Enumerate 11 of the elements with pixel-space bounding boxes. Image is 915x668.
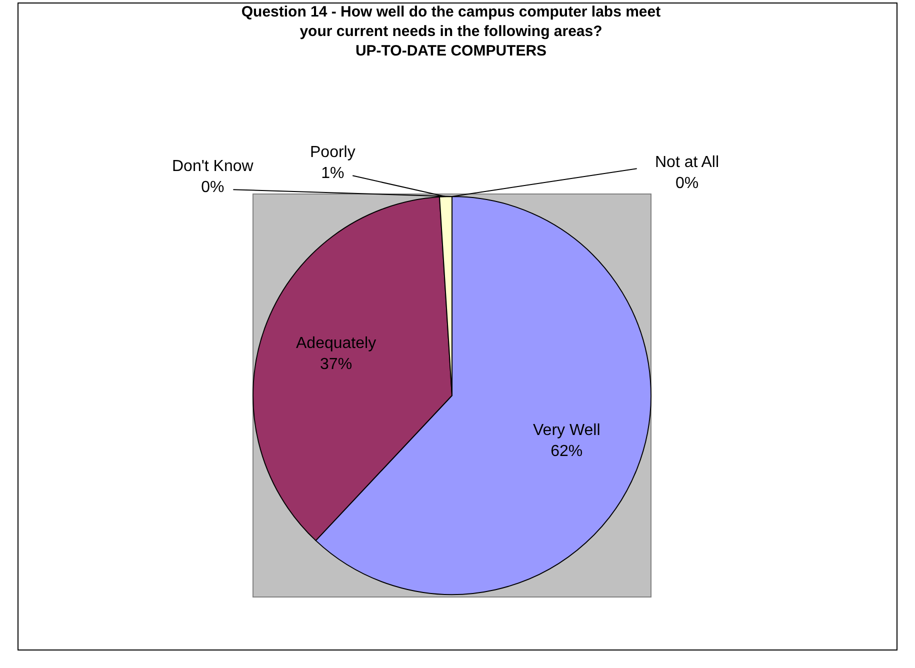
- slice-label: Poorly: [310, 144, 356, 161]
- data-label: 37%: [320, 356, 352, 373]
- text: 0%: [201, 178, 224, 196]
- category-label: Not at All: [655, 154, 720, 171]
- slice-label: Adequately: [296, 335, 376, 352]
- data-label: 1%: [321, 164, 344, 182]
- category-label: Don't Know: [172, 158, 254, 175]
- text: 0%: [675, 174, 699, 192]
- data-label: 62%: [550, 442, 583, 460]
- chart-title: Question 14 - How well do the campus computer labs meet your current needs in the following areas? UP-TO-DATE COMPUTERS: [241, 4, 661, 60]
- slice-label: Very Well: [533, 422, 600, 439]
